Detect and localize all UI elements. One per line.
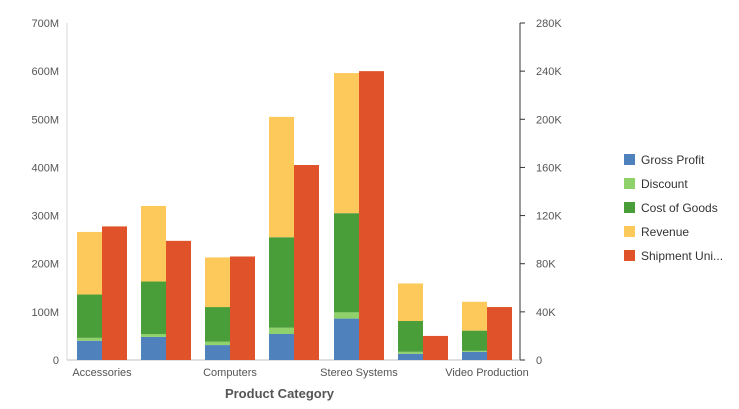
right-tick-label: 120K [536, 211, 562, 223]
x-tick-label: Stereo Systems [320, 367, 398, 379]
bar-discount [398, 351, 423, 354]
bar-revenue [205, 257, 230, 308]
bar-discount [77, 337, 102, 341]
bar-cost-of-goods [334, 213, 359, 313]
bar-gross-profit [462, 351, 487, 360]
legend-swatch [624, 154, 635, 165]
bar-shipment-units [166, 240, 191, 360]
left-tick-label: 400M [31, 162, 59, 174]
legend-label: Shipment Uni... [641, 249, 723, 263]
bar-shipment-units [230, 256, 255, 360]
bar-gross-profit [205, 345, 230, 360]
legend-swatch [624, 202, 635, 213]
right-tick-label: 280K [536, 18, 562, 30]
bar-gross-profit [141, 336, 166, 360]
left-tick-label: 700M [31, 18, 59, 30]
bar-discount [334, 312, 359, 319]
bar-shipment-units [294, 165, 319, 360]
bar-discount [462, 350, 487, 352]
legend-label: Cost of Goods [641, 201, 718, 215]
bar-cost-of-goods [398, 321, 423, 352]
legend-label: Discount [641, 177, 688, 191]
bar-cost-of-goods [269, 237, 294, 328]
bar-shipment-units [102, 226, 127, 360]
bar-gross-profit [398, 353, 423, 360]
bar-revenue [141, 205, 166, 282]
bar-discount [269, 327, 294, 335]
legend-swatch [624, 178, 635, 189]
legend-swatch [624, 250, 635, 261]
x-axis-title: Product Category [225, 386, 335, 401]
bar-gross-profit [334, 318, 359, 360]
bar-shipment-units [423, 335, 448, 360]
bar-cost-of-goods [205, 307, 230, 342]
bar-revenue [269, 116, 294, 238]
bar-cost-of-goods [77, 294, 102, 338]
right-tick-label: 0 [536, 355, 542, 367]
bar-discount [141, 334, 166, 337]
bar-revenue [462, 301, 487, 331]
left-tick-label: 500M [31, 114, 59, 126]
left-tick-label: 0 [53, 355, 59, 367]
right-tick-label: 40K [536, 307, 556, 319]
bar-discount [205, 341, 230, 346]
bar-cost-of-goods [462, 330, 487, 351]
legend-label: Revenue [641, 225, 689, 239]
right-tick-label: 160K [536, 162, 562, 174]
bar-gross-profit [269, 334, 294, 360]
bar-shipment-units [487, 307, 512, 360]
left-tick-label: 600M [31, 66, 59, 78]
legend-label: Gross Profit [641, 153, 705, 167]
right-tick-label: 200K [536, 114, 562, 126]
right-tick-label: 240K [536, 66, 562, 78]
bar-revenue [77, 231, 102, 295]
left-tick-label: 100M [31, 307, 59, 319]
right-tick-label: 80K [536, 259, 556, 271]
left-tick-label: 200M [31, 259, 59, 271]
bar-revenue [398, 283, 423, 322]
x-tick-label: Computers [203, 367, 257, 379]
x-tick-label: Video Production [445, 367, 529, 379]
bar-cost-of-goods [141, 281, 166, 335]
left-tick-label: 300M [31, 211, 59, 223]
x-tick-label: Accessories [72, 367, 132, 379]
bar-shipment-units [359, 71, 384, 361]
legend-swatch [624, 226, 635, 237]
bar-gross-profit [77, 340, 102, 360]
bar-revenue [334, 73, 359, 214]
